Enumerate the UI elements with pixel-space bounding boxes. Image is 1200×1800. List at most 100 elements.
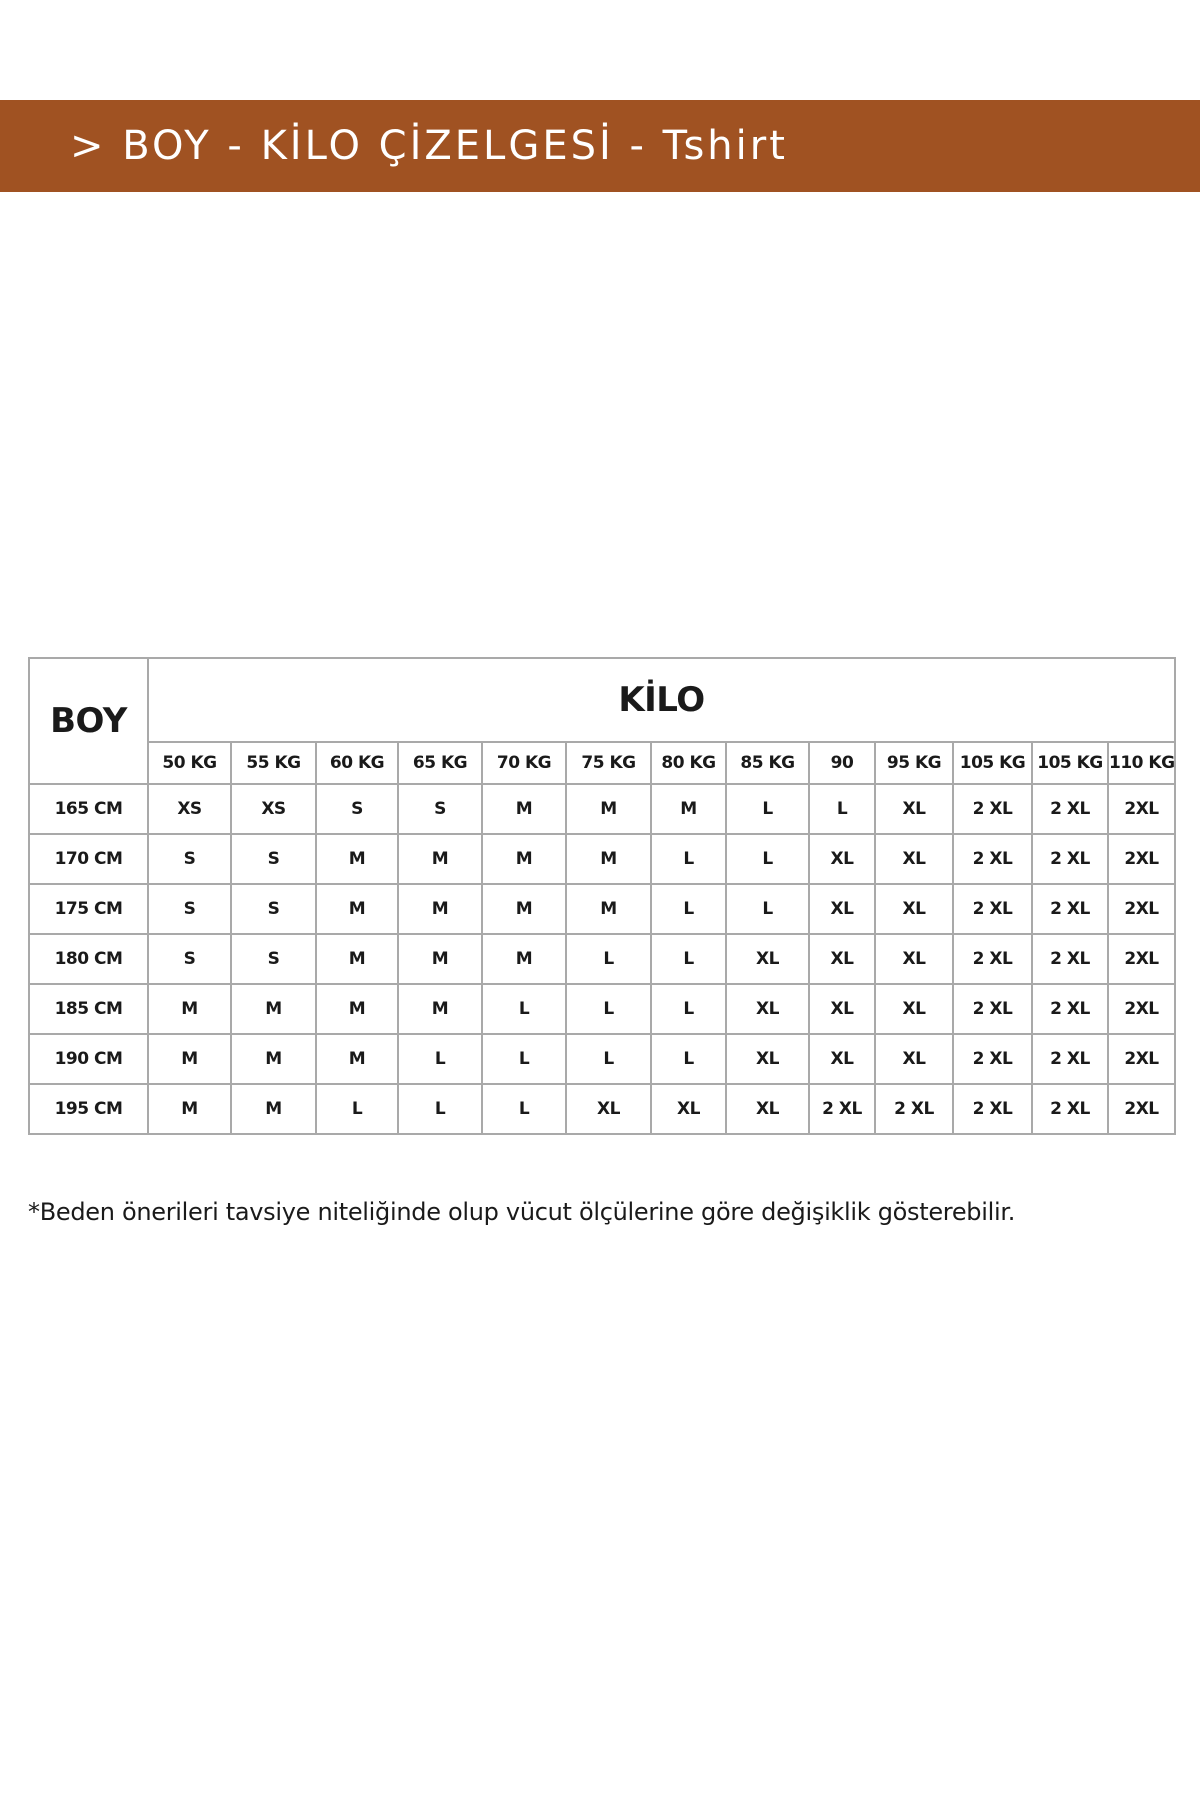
height-cell: 195 CM bbox=[28, 1083, 149, 1135]
size-cell: M bbox=[315, 933, 399, 985]
size-cell: M bbox=[230, 983, 317, 1035]
size-cell: XL bbox=[808, 1033, 876, 1085]
size-cell: L bbox=[650, 883, 727, 935]
size-cell: M bbox=[481, 833, 567, 885]
size-row: 170 CM S S M M M M L L XL XL 2 XL 2 XL 2XL bbox=[28, 833, 1176, 885]
size-cell: 2 XL bbox=[1031, 783, 1109, 835]
size-cell: L bbox=[650, 833, 727, 885]
height-cell: 165 CM bbox=[28, 783, 149, 835]
size-cell: M bbox=[650, 783, 727, 835]
weight-cell: 75 KG bbox=[565, 741, 652, 785]
size-cell: M bbox=[315, 833, 399, 885]
size-cell: S bbox=[230, 883, 317, 935]
size-cell: M bbox=[230, 1083, 317, 1135]
size-cell: S bbox=[397, 783, 483, 835]
weight-cell: 80 KG bbox=[650, 741, 727, 785]
size-cell: XL bbox=[874, 783, 954, 835]
footnote: *Beden önerileri tavsiye niteliğinde olu… bbox=[28, 1198, 1016, 1226]
size-cell: XS bbox=[147, 783, 232, 835]
size-cell: M bbox=[315, 1033, 399, 1085]
size-cell: 2 XL bbox=[1031, 1033, 1109, 1085]
size-cell: 2 XL bbox=[1031, 883, 1109, 935]
size-cell: XL bbox=[725, 1033, 810, 1085]
size-cell: S bbox=[147, 883, 232, 935]
height-cell: 190 CM bbox=[28, 1033, 149, 1085]
size-cell: L bbox=[481, 1033, 567, 1085]
size-cell: M bbox=[147, 1083, 232, 1135]
size-cell: L bbox=[397, 1033, 483, 1085]
size-cell: XL bbox=[874, 883, 954, 935]
height-cell: 170 CM bbox=[28, 833, 149, 885]
size-cell: S bbox=[230, 833, 317, 885]
size-cell: M bbox=[230, 1033, 317, 1085]
weight-cell: 65 KG bbox=[397, 741, 483, 785]
weight-cell: 105 KG bbox=[1031, 741, 1109, 785]
size-cell: 2 XL bbox=[874, 1083, 954, 1135]
size-cell: S bbox=[147, 933, 232, 985]
height-cell: 175 CM bbox=[28, 883, 149, 935]
size-cell: XL bbox=[725, 933, 810, 985]
weight-cell: 55 KG bbox=[230, 741, 317, 785]
boy-header: BOY bbox=[28, 657, 149, 785]
size-cell: M bbox=[147, 983, 232, 1035]
size-cell: L bbox=[650, 1033, 727, 1085]
size-cell: L bbox=[481, 983, 567, 1035]
weight-cell: 105 KG bbox=[952, 741, 1033, 785]
size-row: 165 CM XS XS S S M M M L L XL 2 XL 2 XL 2XL bbox=[28, 783, 1176, 835]
size-cell: 2 XL bbox=[1031, 983, 1109, 1035]
size-cell: L bbox=[725, 833, 810, 885]
size-row: 185 CM M M M M L L L XL XL XL 2 XL 2 XL 2XL bbox=[28, 983, 1176, 1035]
size-cell: 2XL bbox=[1107, 783, 1176, 835]
size-cell: M bbox=[397, 933, 483, 985]
weight-cell: 90 bbox=[808, 741, 876, 785]
weight-cell: 70 KG bbox=[481, 741, 567, 785]
size-cell: 2 XL bbox=[1031, 1083, 1109, 1135]
size-cell: XL bbox=[874, 1033, 954, 1085]
size-cell: XS bbox=[230, 783, 317, 835]
size-cell: XL bbox=[808, 883, 876, 935]
size-cell: 2XL bbox=[1107, 833, 1176, 885]
size-cell: M bbox=[315, 983, 399, 1035]
size-cell: L bbox=[565, 1033, 652, 1085]
size-row: 190 CM M M M L L L L XL XL XL 2 XL 2 XL 2XL bbox=[28, 1033, 1176, 1085]
size-cell: XL bbox=[565, 1083, 652, 1135]
size-cell: S bbox=[230, 933, 317, 985]
size-cell: XL bbox=[808, 933, 876, 985]
weight-cell: 85 KG bbox=[725, 741, 810, 785]
size-cell: XL bbox=[808, 833, 876, 885]
size-cell: M bbox=[315, 883, 399, 935]
size-cell: S bbox=[315, 783, 399, 835]
weight-cell: 95 KG bbox=[874, 741, 954, 785]
size-cell: 2 XL bbox=[1031, 833, 1109, 885]
size-cell: 2 XL bbox=[952, 833, 1033, 885]
size-row: 180 CM S S M M M L L XL XL XL 2 XL 2 XL 2XL bbox=[28, 933, 1176, 985]
size-table: BOY KİLO 50 KG 55 KG 60 KG 65 KG 70 KG 75 KG 80 … bbox=[28, 657, 1176, 1135]
size-row: 175 CM S S M M M M L L XL XL 2 XL 2 XL 2XL bbox=[28, 883, 1176, 935]
weight-cell: 110 KG bbox=[1107, 741, 1176, 785]
size-cell: XL bbox=[725, 983, 810, 1035]
kilo-header: KİLO bbox=[147, 657, 1176, 743]
header-row: BOY KİLO bbox=[28, 657, 1176, 785]
size-cell: M bbox=[397, 883, 483, 935]
size-cell: M bbox=[481, 933, 567, 985]
size-cell: M bbox=[397, 833, 483, 885]
height-cell: 185 CM bbox=[28, 983, 149, 1035]
size-cell: L bbox=[725, 783, 810, 835]
size-cell: L bbox=[650, 933, 727, 985]
size-cell: 2 XL bbox=[952, 933, 1033, 985]
size-cell: 2 XL bbox=[952, 783, 1033, 835]
size-cell: 2XL bbox=[1107, 1083, 1176, 1135]
size-cell: XL bbox=[650, 1083, 727, 1135]
size-cell: 2XL bbox=[1107, 1033, 1176, 1085]
size-cell: L bbox=[650, 983, 727, 1035]
size-cell: 2 XL bbox=[952, 883, 1033, 935]
size-cell: 2 XL bbox=[1031, 933, 1109, 985]
size-row: 195 CM M M L L L XL XL XL 2 XL 2 XL 2 XL 2 XL 2XL bbox=[28, 1083, 1176, 1135]
size-cell: M bbox=[481, 883, 567, 935]
size-cell: M bbox=[565, 883, 652, 935]
weight-row: 50 KG 55 KG 60 KG 65 KG 70 KG 75 KG 80 KG 85 KG… bbox=[29, 741, 1176, 785]
size-cell: 2XL bbox=[1107, 983, 1176, 1035]
header-banner: > BOY - KİLO ÇİZELGESİ - Tshirt bbox=[0, 100, 1200, 192]
size-cell: 2 XL bbox=[808, 1083, 876, 1135]
